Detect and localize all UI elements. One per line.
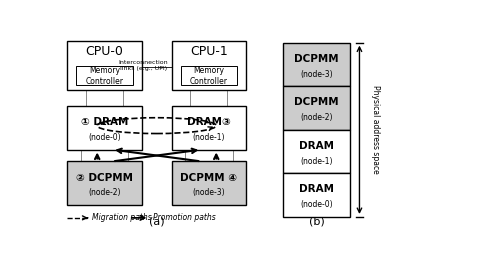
- Bar: [172, 161, 246, 205]
- Text: DRAM: DRAM: [299, 185, 334, 195]
- Text: Memory
Controller: Memory Controller: [85, 66, 124, 86]
- Text: ① DRAM: ① DRAM: [81, 117, 128, 127]
- Text: Promotion paths: Promotion paths: [153, 213, 216, 222]
- Bar: [172, 106, 246, 150]
- Text: Physical address space: Physical address space: [371, 85, 380, 174]
- Text: (node-1): (node-1): [300, 157, 333, 166]
- Text: CPU-0: CPU-0: [86, 45, 123, 58]
- Text: Migration paths: Migration paths: [92, 213, 151, 222]
- Text: DCPMM ④: DCPMM ④: [180, 172, 237, 182]
- Text: (node-2): (node-2): [88, 188, 121, 197]
- Bar: [76, 67, 133, 85]
- Text: Interconnection
links (e.g., UPI): Interconnection links (e.g., UPI): [119, 60, 168, 71]
- Text: DCPMM: DCPMM: [294, 54, 339, 64]
- Bar: [67, 41, 142, 90]
- Bar: [283, 173, 350, 217]
- Text: CPU-1: CPU-1: [190, 45, 228, 58]
- Text: (node-3): (node-3): [300, 70, 333, 79]
- Text: ② DCPMM: ② DCPMM: [76, 172, 133, 182]
- Text: (a): (a): [149, 217, 165, 227]
- Text: DRAM: DRAM: [299, 141, 334, 151]
- Bar: [283, 130, 350, 173]
- Bar: [67, 161, 142, 205]
- Text: (node-0): (node-0): [88, 133, 121, 142]
- Bar: [283, 86, 350, 130]
- Text: DRAM③: DRAM③: [187, 117, 231, 127]
- Bar: [172, 41, 246, 90]
- Bar: [283, 43, 350, 86]
- Bar: [67, 106, 142, 150]
- Bar: [180, 67, 237, 85]
- Text: Memory
Controller: Memory Controller: [190, 66, 228, 86]
- Text: DCPMM: DCPMM: [294, 97, 339, 107]
- Text: (node-0): (node-0): [300, 200, 333, 209]
- Text: (node-1): (node-1): [192, 133, 225, 142]
- Text: (node-2): (node-2): [300, 113, 333, 122]
- Text: (b): (b): [309, 217, 324, 227]
- Text: (node-3): (node-3): [192, 188, 225, 197]
